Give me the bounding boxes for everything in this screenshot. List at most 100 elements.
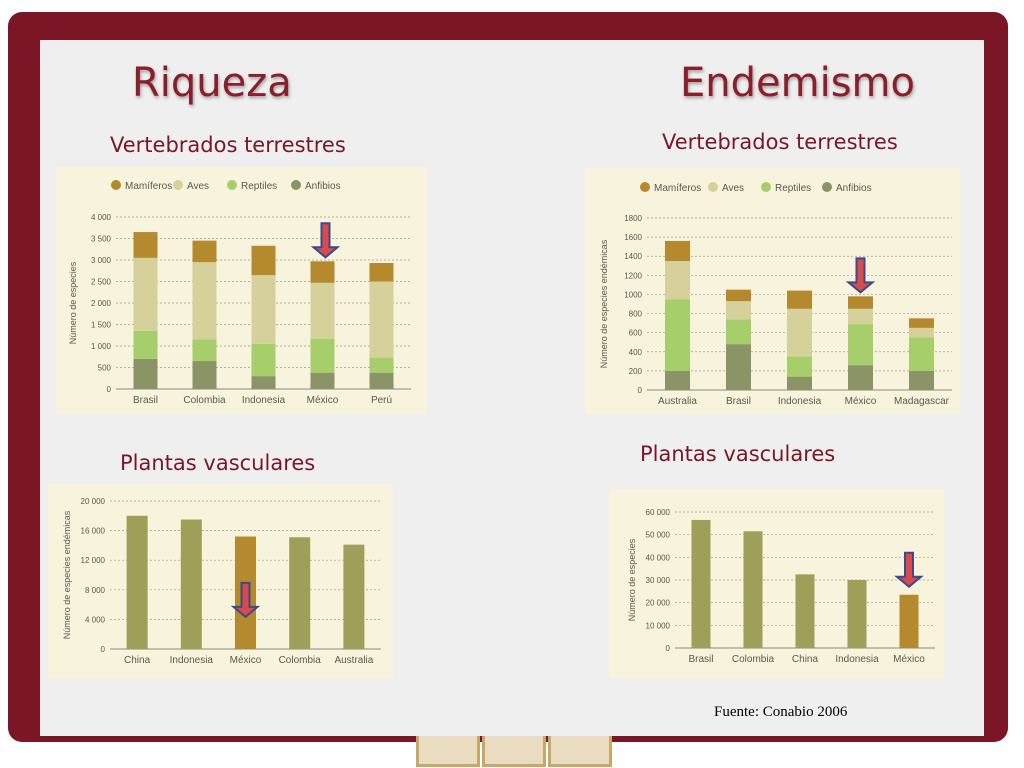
y-tick-label: 8 000 [85,586,106,595]
x-tick-label: Brasil [726,396,751,407]
chart-endemismo-plantas: 0 10 000 20 000 30 000 40 000 50 000 60 000 Núm… [609,489,944,678]
bar-colombia [289,537,311,649]
bar-china [126,515,148,649]
x-tick-label: China [124,655,151,666]
bar-indonesia-mamiferos [787,290,812,309]
x-tick-label: Madagascar [894,396,950,407]
decor-tile-2 [482,736,546,767]
y-tick-label: 400 [629,348,643,357]
bar-mexico-mamiferos [310,261,335,283]
title-riqueza: Riqueza [132,60,292,106]
y-tick-label: 12 000 [81,556,106,565]
bar-brasil-anfibios [726,344,751,390]
arrow-down-icon [230,581,261,619]
y-tick-label: 60 000 [646,508,671,517]
x-tick-label: Perú [371,395,392,406]
y-tick-label: 20 000 [646,599,671,608]
y-tick-label: 30 000 [646,576,671,585]
y-tick-label: 0 [638,386,643,395]
bar-brasil-reptiles [726,319,751,345]
bar-colombia-aves [192,262,217,340]
legend-label-reptiles: Reptiles [241,181,277,192]
y-tick-label: 1 500 [91,321,112,330]
chart-riqueza-plantas: 0 4 000 8 000 12 000 16 000 20 000 Número de e… [48,484,393,678]
bar-indonesia-aves [251,275,276,344]
y-tick-label: 0 [107,385,112,394]
legend-swatch-anfibios [291,180,301,190]
y-tick-label: 1200 [624,271,642,280]
bar-australia-aves [665,261,690,300]
bar-brasil-aves [133,257,158,331]
y-axis-label: Número de especies endémicas [599,239,609,368]
x-tick-label: Indonesia [242,395,286,406]
subtitle-endemismo-plantas: Plantas vasculares [640,442,836,466]
bar-australia-mamiferos [665,240,690,261]
y-tick-label: 0 [666,644,671,653]
y-tick-label: 3 000 [91,256,112,265]
y-tick-label: 50 000 [646,531,671,540]
bar-brasil-anfibios [133,358,158,389]
x-tick-label: Australia [334,655,373,666]
bar-australia [343,544,365,649]
bar-brasil-reptiles [133,330,158,359]
bar-colombia [743,531,763,648]
bar-mexico-anfibios [310,372,335,389]
chart-riqueza-vertebrados: 0 500 1 000 1 500 2 000 2 500 3 000 3 500 4 000 N… [56,167,427,414]
bar-colombia-reptiles [192,339,217,362]
y-axis-label: Número de especies [68,261,78,344]
bar-mexico-reptiles [848,324,873,366]
y-tick-label: 0 [101,645,106,654]
legend-label-aves: Aves [722,183,744,194]
y-tick-label: 40 000 [646,553,671,562]
bar-brasil [691,519,711,648]
y-tick-label: 1 000 [91,342,112,351]
bar-australia-anfibios [665,370,690,390]
chart-svg-riqueza-vertebrados: 0 500 1 000 1 500 2 000 2 500 3 000 3 500 4 000 N… [68,180,411,406]
bar-mexico-mamiferos [848,296,873,309]
y-tick-label: 3 500 [91,235,112,244]
x-tick-label: Indonesia [778,396,822,407]
bar-colombia-mamiferos [192,240,217,263]
bar-peru-aves [369,281,394,358]
bar-madagascar-reptiles [909,337,934,371]
legend-swatch-anfibios [822,182,832,192]
x-tick-label: Brasil [688,654,713,665]
x-tick-label: México [893,654,925,665]
bar-indonesia-anfibios [251,376,276,389]
y-tick-label: 500 [98,364,112,373]
x-tick-label: Indonesia [170,655,214,666]
bar-indonesia-mamiferos [251,245,276,276]
bar-brasil-mamiferos [726,289,751,302]
y-tick-label: 20 000 [81,497,106,506]
x-tick-label: China [792,654,819,665]
legend-swatch-mamiferos [640,182,650,192]
bar-china [795,574,815,648]
legend-label-mamiferos: Mamíferos [125,181,172,192]
bar-peru-anfibios [369,372,394,389]
footer-decoration [416,736,612,768]
chart-svg-endemismo-plantas: 0 10 000 20 000 30 000 40 000 50 000 60 000 Núm… [627,508,935,665]
legend-label-mamiferos: Mamíferos [654,183,701,194]
subtitle-endemismo-vertebrados: Vertebrados terrestres [662,130,898,154]
subtitle-riqueza-plantas: Plantas vasculares [120,451,316,475]
bar-brasil-mamiferos [133,232,158,258]
legend-swatch-mamiferos [111,180,121,190]
legend-swatch-reptiles [227,180,237,190]
bar-indonesia-reptiles [787,356,812,377]
arrow-down-icon [845,257,876,294]
y-tick-label: 1600 [624,233,642,242]
y-tick-label: 4 000 [85,615,106,624]
y-axis-label: Número de especies [627,538,637,621]
bar-indonesia-aves [787,308,812,357]
bar-madagascar-aves [909,327,934,338]
y-tick-label: 1800 [624,214,642,223]
bar-mexico-anfibios [848,365,873,390]
x-tick-label: México [845,396,877,407]
y-axis-label: Número de especies endémicas [62,510,72,639]
y-tick-label: 1000 [624,290,642,299]
y-tick-label: 1400 [624,252,642,261]
bar-mexico-reptiles [310,338,335,373]
chart-endemismo-vertebrados: 0 200 400 600 800 1000 1200 1400 1600 1800 Número … [585,168,960,414]
y-tick-label: 600 [629,329,643,338]
arrow-down-icon [310,222,341,259]
